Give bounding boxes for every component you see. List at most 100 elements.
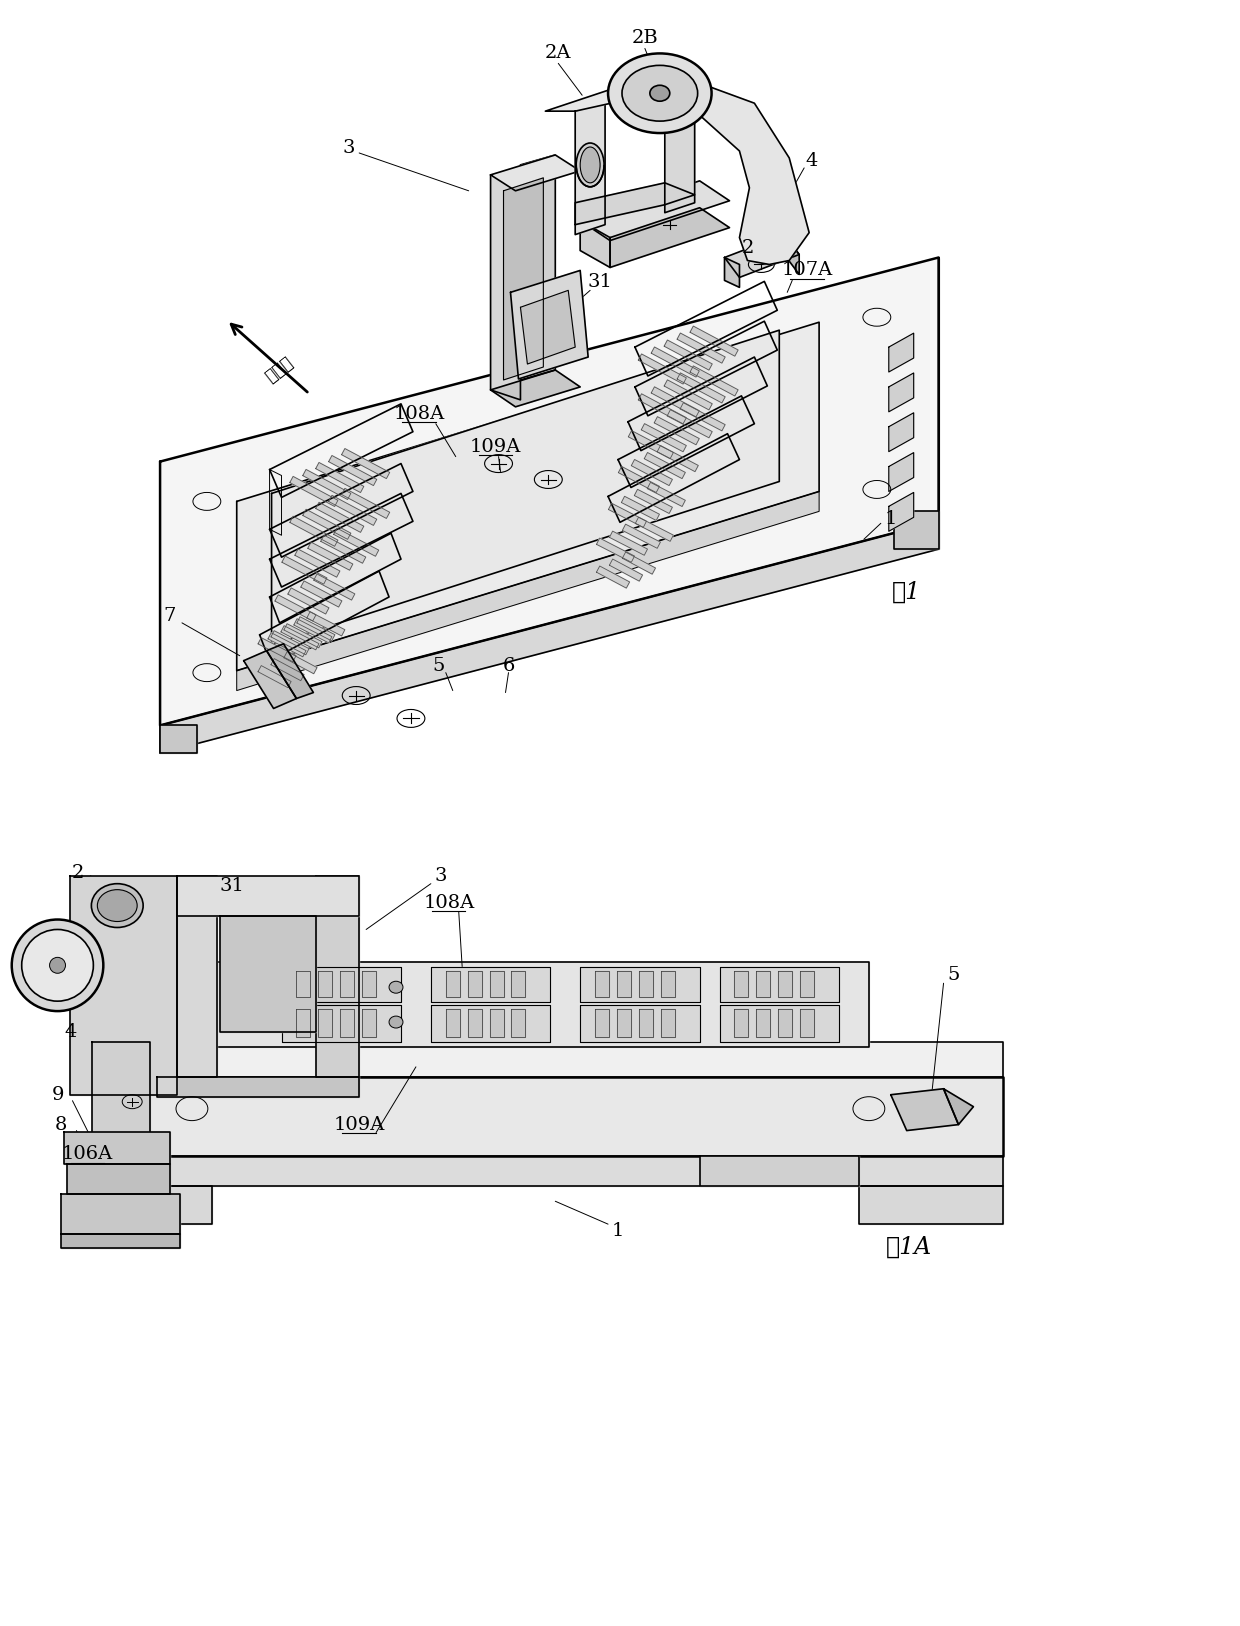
Polygon shape — [647, 483, 686, 506]
Polygon shape — [779, 1010, 792, 1037]
Polygon shape — [521, 154, 556, 380]
Polygon shape — [667, 410, 712, 437]
Polygon shape — [657, 446, 698, 472]
Ellipse shape — [11, 920, 103, 1011]
Polygon shape — [546, 72, 694, 111]
Polygon shape — [689, 327, 738, 356]
Polygon shape — [281, 556, 327, 584]
Polygon shape — [334, 528, 378, 556]
Polygon shape — [267, 644, 314, 699]
Text: 3: 3 — [343, 138, 356, 158]
Polygon shape — [319, 1010, 332, 1037]
Polygon shape — [71, 876, 177, 1094]
Polygon shape — [635, 517, 673, 541]
Polygon shape — [639, 393, 687, 424]
Text: 1: 1 — [884, 511, 897, 528]
Polygon shape — [661, 971, 675, 997]
Polygon shape — [61, 1193, 180, 1234]
Polygon shape — [680, 403, 725, 431]
Polygon shape — [329, 455, 377, 486]
Polygon shape — [610, 208, 729, 267]
Polygon shape — [784, 234, 800, 275]
Polygon shape — [889, 413, 914, 452]
Polygon shape — [734, 971, 749, 997]
Polygon shape — [281, 1005, 401, 1042]
Polygon shape — [645, 452, 686, 478]
Polygon shape — [294, 620, 332, 642]
Polygon shape — [316, 876, 360, 1076]
Polygon shape — [618, 971, 631, 997]
Polygon shape — [157, 1076, 360, 1096]
Polygon shape — [491, 176, 521, 400]
Polygon shape — [446, 1010, 460, 1037]
Polygon shape — [160, 522, 939, 753]
Text: 108A: 108A — [393, 405, 444, 423]
Polygon shape — [296, 616, 335, 641]
Polygon shape — [889, 493, 914, 532]
Polygon shape — [61, 1234, 180, 1249]
Text: 108A: 108A — [423, 894, 475, 912]
Polygon shape — [619, 467, 660, 493]
Text: 2: 2 — [742, 239, 754, 257]
Text: 9: 9 — [51, 1086, 63, 1104]
Polygon shape — [521, 291, 575, 364]
Polygon shape — [609, 504, 646, 527]
Text: 5: 5 — [947, 966, 960, 984]
Polygon shape — [258, 637, 296, 662]
Polygon shape — [321, 535, 366, 563]
Polygon shape — [430, 967, 551, 1002]
Polygon shape — [595, 971, 609, 997]
Polygon shape — [629, 431, 673, 459]
Polygon shape — [329, 496, 377, 525]
Polygon shape — [275, 595, 316, 621]
Polygon shape — [665, 340, 712, 371]
Polygon shape — [756, 1010, 770, 1037]
Polygon shape — [114, 1187, 212, 1224]
Polygon shape — [734, 1010, 749, 1037]
Polygon shape — [651, 346, 699, 377]
Polygon shape — [362, 971, 376, 997]
Polygon shape — [490, 971, 503, 997]
Polygon shape — [575, 101, 605, 234]
Polygon shape — [641, 424, 686, 452]
Polygon shape — [719, 1005, 839, 1042]
Polygon shape — [296, 971, 310, 997]
Polygon shape — [503, 177, 543, 380]
Text: 31: 31 — [219, 876, 244, 894]
Polygon shape — [270, 659, 304, 681]
Text: 7: 7 — [164, 606, 176, 624]
Polygon shape — [890, 1089, 959, 1130]
Text: 106A: 106A — [62, 1145, 113, 1164]
Polygon shape — [596, 538, 635, 563]
Polygon shape — [237, 491, 820, 691]
Polygon shape — [160, 725, 197, 753]
Polygon shape — [779, 971, 792, 997]
Polygon shape — [800, 971, 815, 997]
Polygon shape — [575, 182, 694, 224]
Polygon shape — [244, 650, 296, 709]
Polygon shape — [724, 257, 739, 288]
Polygon shape — [490, 1010, 503, 1037]
Polygon shape — [596, 566, 630, 589]
Polygon shape — [800, 1010, 815, 1037]
Polygon shape — [430, 1005, 551, 1042]
Polygon shape — [316, 502, 363, 532]
Polygon shape — [308, 541, 353, 571]
Text: 107A: 107A — [781, 262, 833, 280]
Polygon shape — [595, 1010, 609, 1037]
Polygon shape — [160, 257, 939, 725]
Polygon shape — [655, 416, 699, 446]
Polygon shape — [639, 1010, 652, 1037]
Text: 2A: 2A — [546, 44, 572, 62]
Polygon shape — [272, 631, 309, 655]
Polygon shape — [621, 496, 660, 520]
Polygon shape — [944, 1089, 973, 1125]
Polygon shape — [491, 371, 580, 406]
Ellipse shape — [389, 1016, 403, 1028]
Polygon shape — [631, 460, 672, 486]
Polygon shape — [290, 515, 339, 546]
Text: 3: 3 — [434, 867, 448, 885]
Polygon shape — [446, 971, 460, 997]
Polygon shape — [491, 154, 580, 190]
Polygon shape — [272, 330, 779, 646]
